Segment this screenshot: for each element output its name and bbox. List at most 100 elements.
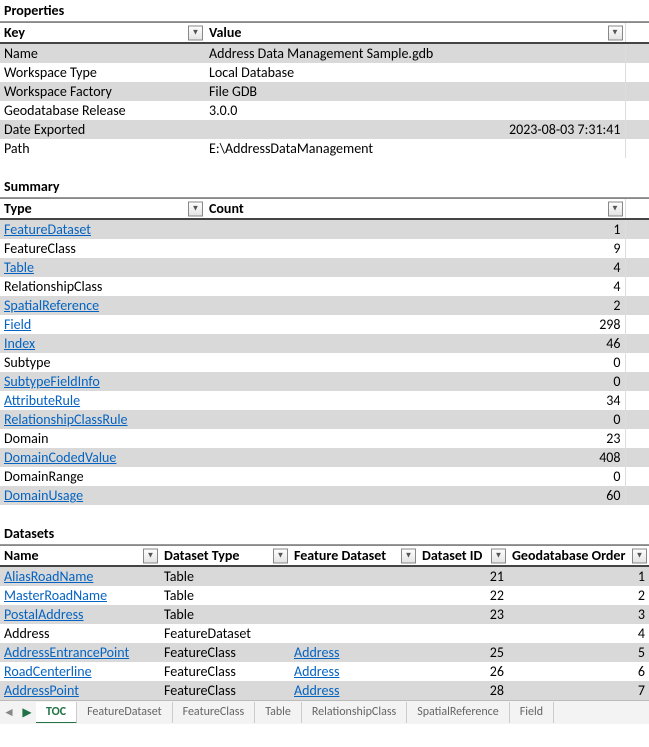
sheet-tab[interactable]: RelationshipClass [302, 702, 407, 723]
dataset-order: 5 [508, 643, 649, 662]
dataset-name[interactable]: PostalAddress [0, 605, 160, 624]
summary-type-link[interactable]: SubtypeFieldInfo [4, 373, 100, 390]
sheet-tab[interactable]: SpatialReference [407, 702, 510, 723]
filter-icon[interactable]: ▼ [273, 548, 288, 563]
dataset-featuredataset [290, 624, 418, 643]
empty-cell [625, 120, 649, 139]
summary-type-link[interactable]: Table [4, 259, 34, 276]
filter-icon[interactable]: ▼ [608, 201, 623, 216]
property-key: Workspace Type [0, 63, 205, 82]
summary-type[interactable]: Field [0, 315, 205, 334]
dataset-name[interactable]: MasterRoadName [0, 586, 160, 605]
dataset-featuredataset[interactable]: Address [290, 681, 418, 700]
sheet-tab[interactable]: FeatureClass [173, 702, 256, 723]
dataset-name-link[interactable]: AddressPoint [4, 682, 79, 699]
table-row: Field298 [0, 315, 649, 334]
dataset-featuredataset-link[interactable]: Address [294, 682, 339, 699]
empty-cell [625, 486, 649, 505]
dataset-featuredataset-link[interactable]: Address [294, 644, 339, 661]
summary-type: Subtype [0, 353, 205, 372]
dataset-id: 26 [418, 662, 508, 681]
properties-header-value[interactable]: Value ▼ [205, 23, 625, 44]
table-row: Geodatabase Release3.0.0 [0, 101, 649, 120]
dataset-name-link[interactable]: PostalAddress [4, 606, 84, 623]
dataset-name[interactable]: RoadCenterline [0, 662, 160, 681]
table-row: RoadCenterlineFeatureClassAddress266 [0, 662, 649, 681]
datasets-header-id[interactable]: Dataset ID ▼ [418, 546, 508, 567]
datasets-header-fd[interactable]: Feature Dataset ▼ [290, 546, 418, 567]
property-value: Local Database [205, 63, 625, 82]
summary-type[interactable]: DomainCodedValue [0, 448, 205, 467]
summary-type-link[interactable]: SpatialReference [4, 297, 99, 314]
summary-type: RelationshipClass [0, 277, 205, 296]
sheet-tab[interactable]: TOC [36, 702, 77, 723]
dataset-id [418, 624, 508, 643]
summary-count: 9 [205, 239, 625, 258]
summary-type-link[interactable]: RelationshipClassRule [4, 411, 128, 428]
empty-cell [625, 139, 649, 158]
sheet-tab[interactable]: FeatureDataset [77, 702, 173, 723]
summary-type-link[interactable]: DomainUsage [4, 487, 83, 504]
empty-cell [625, 219, 649, 239]
summary-type-link[interactable]: DomainCodedValue [4, 449, 116, 466]
filter-icon[interactable]: ▼ [188, 201, 203, 216]
summary-type[interactable]: Table [0, 258, 205, 277]
datasets-table: Name ▼ Dataset Type ▼ Feature Dataset ▼ … [0, 545, 649, 700]
summary-type-link[interactable]: AttributeRule [4, 392, 80, 409]
summary-type-link[interactable]: Index [4, 335, 35, 352]
dataset-name-link[interactable]: MasterRoadName [4, 587, 107, 604]
dataset-featuredataset-link[interactable]: Address [294, 663, 339, 680]
filter-icon[interactable]: ▼ [491, 548, 506, 563]
dataset-featuredataset[interactable]: Address [290, 643, 418, 662]
dataset-order: 3 [508, 605, 649, 624]
tab-nav-prev[interactable]: ◄ [0, 705, 18, 720]
table-row: Domain23 [0, 429, 649, 448]
summary-count: 23 [205, 429, 625, 448]
dataset-name[interactable]: AddressPoint [0, 681, 160, 700]
sheet-tab[interactable]: Table [255, 702, 302, 723]
filter-icon[interactable]: ▼ [401, 548, 416, 563]
property-value: File GDB [205, 82, 625, 101]
table-row: Workspace TypeLocal Database [0, 63, 649, 82]
sheet-tab[interactable]: Field [510, 702, 554, 723]
dataset-name-link[interactable]: RoadCenterline [4, 663, 92, 680]
dataset-name[interactable]: AliasRoadName [0, 566, 160, 586]
filter-icon[interactable]: ▼ [143, 548, 158, 563]
filter-icon[interactable]: ▼ [632, 548, 647, 563]
dataset-name[interactable]: AddressEntrancePoint [0, 643, 160, 662]
filter-icon[interactable]: ▼ [608, 25, 623, 40]
summary-type[interactable]: SpatialReference [0, 296, 205, 315]
summary-type[interactable]: AttributeRule [0, 391, 205, 410]
datasets-header-order[interactable]: Geodatabase Order ▼ [508, 546, 649, 567]
summary-type[interactable]: RelationshipClassRule [0, 410, 205, 429]
summary-header-count[interactable]: Count ▼ [205, 199, 625, 220]
summary-type[interactable]: Index [0, 334, 205, 353]
summary-type-link[interactable]: Field [4, 316, 31, 333]
empty-cell [625, 43, 649, 63]
dataset-name-link[interactable]: AliasRoadName [4, 568, 93, 585]
dataset-featuredataset[interactable]: Address [290, 662, 418, 681]
summary-type[interactable]: FeatureDataset [0, 219, 205, 239]
properties-header-key[interactable]: Key ▼ [0, 23, 205, 44]
dataset-name-link[interactable]: AddressEntrancePoint [4, 644, 129, 661]
summary-type[interactable]: DomainUsage [0, 486, 205, 505]
table-row: DomainRange0 [0, 467, 649, 486]
summary-type[interactable]: SubtypeFieldInfo [0, 372, 205, 391]
summary-header-type[interactable]: Type ▼ [0, 199, 205, 220]
summary-count: 60 [205, 486, 625, 505]
filter-icon[interactable]: ▼ [188, 25, 203, 40]
summary-count: 0 [205, 410, 625, 429]
property-key: Workspace Factory [0, 82, 205, 101]
summary-type-link[interactable]: FeatureDataset [4, 221, 91, 238]
summary-count: 0 [205, 372, 625, 391]
summary-count: 46 [205, 334, 625, 353]
datasets-header-type[interactable]: Dataset Type ▼ [160, 546, 290, 567]
tab-nav-next[interactable]: ▶ [18, 705, 36, 720]
table-row: FeatureClass9 [0, 239, 649, 258]
datasets-header-name[interactable]: Name ▼ [0, 546, 160, 567]
table-row: AttributeRule34 [0, 391, 649, 410]
dataset-id: 25 [418, 643, 508, 662]
empty-cell [625, 467, 649, 486]
empty-cell [625, 277, 649, 296]
property-key: Date Exported [0, 120, 205, 139]
